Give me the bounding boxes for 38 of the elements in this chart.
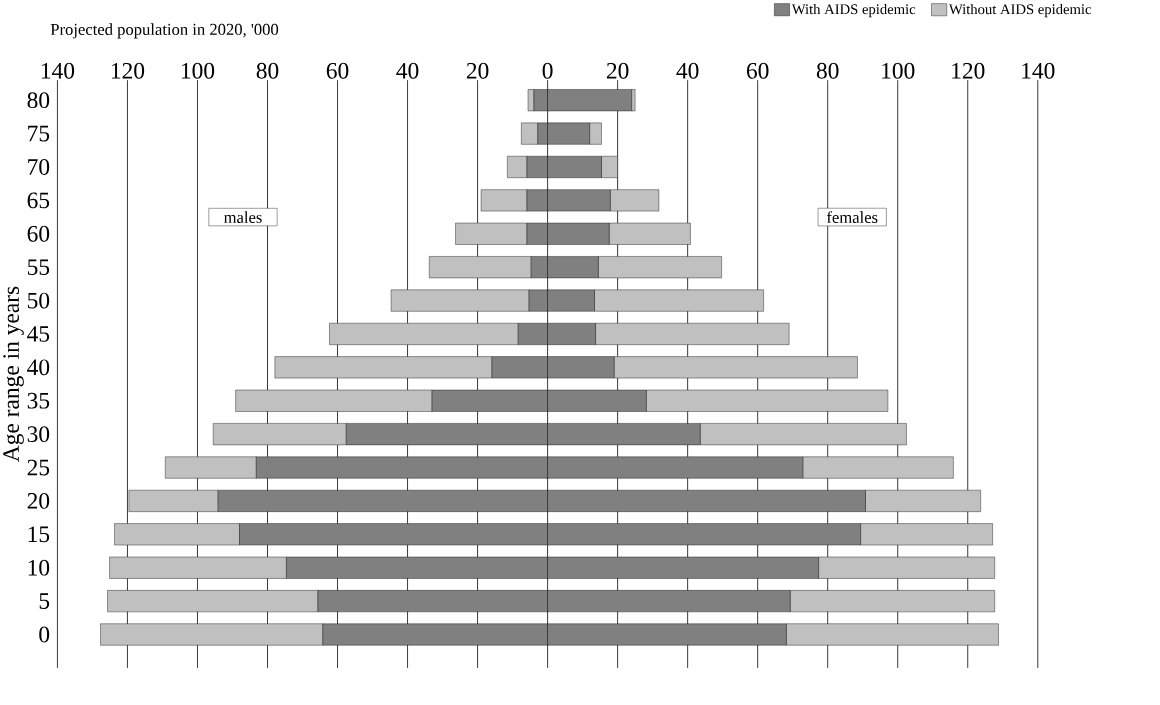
x-tick-label: 60 (746, 63, 769, 79)
y-tick-label: 80 (27, 92, 50, 109)
y-tick-label: 35 (27, 393, 50, 409)
x-tick-label: 0 (542, 63, 553, 79)
y-tick-label: 60 (27, 226, 50, 242)
x-tick-label: 80 (256, 63, 279, 79)
annotation: males (223, 211, 262, 224)
x-tick-label: 100 (882, 63, 915, 79)
x-tick-label: 20 (466, 63, 489, 79)
x-tick-label: 40 (676, 63, 699, 79)
y-tick-label: 30 (27, 426, 50, 443)
y-tick-label: 0 (39, 626, 50, 643)
x-tick-label: 20 (606, 63, 629, 79)
annotation: females (826, 211, 878, 224)
x-tick-label: 120 (952, 63, 985, 79)
x-tick-label: 140 (1022, 63, 1055, 79)
y-tick-label: 55 (28, 259, 50, 276)
legend-label: Without AIDS epidemic (948, 4, 1092, 18)
x-tick-label: 40 (396, 63, 419, 79)
y-tick-label: 15 (28, 526, 50, 543)
y-tick-label: 70 (28, 159, 50, 176)
y-tick-label: 75 (28, 126, 50, 142)
x-tick-label: 60 (326, 63, 349, 79)
x-tick-label: 120 (111, 63, 145, 79)
x-tick-label: 140 (41, 63, 75, 79)
y-tick-label: 50 (28, 292, 50, 309)
y-tick-label: 10 (28, 559, 50, 576)
x-tick-label: 100 (181, 63, 215, 79)
chart-title: Projected population in 2020, '000 (50, 23, 279, 39)
y-axis-title: Age range in years (3, 286, 24, 463)
legend-label: With AIDS epidemic (791, 4, 916, 18)
y-tick-label: 45 (27, 326, 50, 342)
y-tick-label: 20 (27, 493, 50, 510)
y-tick-label: 65 (27, 192, 50, 209)
x-tick-label: 80 (816, 63, 839, 79)
y-tick-label: 40 (27, 359, 50, 376)
y-tick-label: 5 (39, 593, 50, 610)
y-tick-label: 25 (27, 459, 50, 476)
